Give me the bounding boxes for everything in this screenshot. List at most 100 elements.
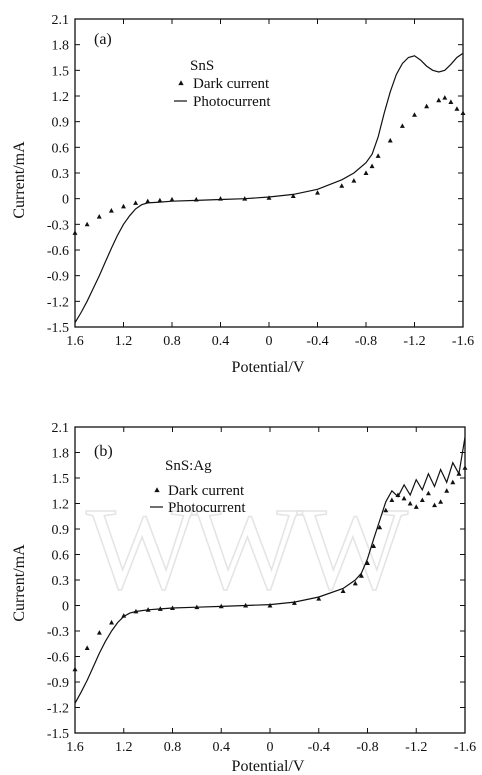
x-tick-label: 1.2 [115,740,133,755]
dark-current-point [401,495,407,501]
y-tick-label: 1.2 [52,90,70,105]
dark-current-point [133,608,139,614]
dark-current-point [109,619,115,625]
dark-current-point [377,524,383,530]
dark-current-point [450,479,456,485]
dark-current-point [444,488,450,493]
x-tick-label: 1.6 [66,334,84,349]
dark-current-point [72,666,78,672]
dark-current-point [72,230,78,235]
dark-current-point [436,97,442,103]
dark-current-point [157,197,163,203]
chart-panel-a: (a) SnS Dark current Photocurrent Potent… [11,13,474,376]
y-tick-label: 2.1 [52,421,70,436]
dark-current-point [267,602,273,608]
dark-current-point [243,602,249,608]
dark-current-point [157,606,163,611]
dark-current-point [133,200,139,205]
dark-current-point [448,99,454,104]
panel-label-a: (a) [94,31,112,48]
chart-panel-b: (b) SnS:Ag Dark current Photocurrent Pot… [11,421,476,775]
legend-dark-marker-b [154,487,160,493]
dark-current-point [389,497,395,503]
dark-current-point [456,471,462,476]
y-tick-label: 1.5 [52,64,70,79]
y-tick-label: 0.9 [52,523,70,538]
x-tick-label: 0 [267,740,274,755]
y-tick-label: 0 [62,193,69,208]
dark-current-point [315,190,320,195]
x-tick-label: 0.8 [163,334,181,349]
dark-current-point [242,196,248,201]
photocurrent-series-line-a [74,52,464,324]
dark-current-point [438,499,444,504]
dark-current-point [121,203,126,209]
plot-frame-a [74,18,464,328]
x-tick-label: 1.2 [115,334,133,349]
dark-current-point [442,95,448,100]
dark-current-point [365,560,370,565]
y-tick-label: 2.1 [52,13,70,28]
dark-current-point [316,596,322,601]
y-tick-label: 1.8 [52,39,70,54]
dark-current-point [419,497,425,503]
dark-current-point [96,214,102,219]
y-tick-label: 0.6 [52,141,70,156]
dark-current-point [407,500,413,506]
y-tick-label: 0 [62,600,69,615]
y-tick-label: 0.3 [52,574,70,589]
y-tick-label: 0.6 [52,549,70,564]
dark-current-point [412,112,417,117]
dark-current-point [375,153,381,158]
dark-current-point [371,543,377,548]
x-tick-label: -1.6 [452,334,474,349]
dark-current-point [399,123,405,128]
dark-current-point [383,507,389,513]
dark-current-point [121,613,127,618]
y-tick-label: -0.6 [47,244,69,259]
x-tick-label: 1.6 [66,740,84,755]
dark-current-point [351,178,357,183]
dark-current-point [193,196,199,202]
dark-current-point [340,588,346,593]
legend-photo-label-b: Photocurrent [168,500,246,516]
x-tick-label: -1.2 [405,740,427,755]
x-tick-label: -0.4 [306,334,328,349]
y-axis-title-a: Current/mA [11,141,28,219]
dark-current-point [339,183,345,188]
dark-current-point [96,630,102,635]
legend-photo-label-a: Photocurrent [193,94,271,110]
x-tick-label: 0.4 [213,740,231,755]
y-tick-label: 1.2 [52,498,70,513]
dark-current-point [218,603,224,609]
dark-current-point [425,490,431,496]
dark-current-point [454,106,460,111]
dark-current-point [413,504,419,509]
x-tick-label: -0.8 [356,740,378,755]
dark-current-point [108,208,114,213]
dark-current-point [290,193,296,199]
y-tick-label: 1.8 [52,447,70,462]
panel-label-b: (b) [94,443,113,460]
dark-current-point [218,196,223,201]
dark-current-point [424,103,430,109]
y-tick-label: -0.6 [47,651,69,666]
dark-current-point [169,196,175,202]
dark-current-point [460,110,466,116]
dark-current-point [170,605,175,610]
legend-dark-label-a: Dark current [193,76,270,92]
legend-title-a: SnS [190,58,214,74]
x-tick-label: 0.4 [212,334,230,349]
y-tick-label: -1.5 [47,727,69,742]
y-tick-label: -0.9 [47,676,69,691]
dark-current-point [352,580,358,586]
x-tick-label: -1.6 [454,740,476,755]
x-axis-title-b: Potential/V [232,758,305,775]
dark-current-point [369,163,375,169]
x-tick-label: -0.4 [308,740,330,755]
dark-current-point [84,645,90,650]
legend-dark-marker-a [178,80,184,86]
dark-current-point [387,137,393,143]
y-tick-label: -1.5 [47,321,69,336]
